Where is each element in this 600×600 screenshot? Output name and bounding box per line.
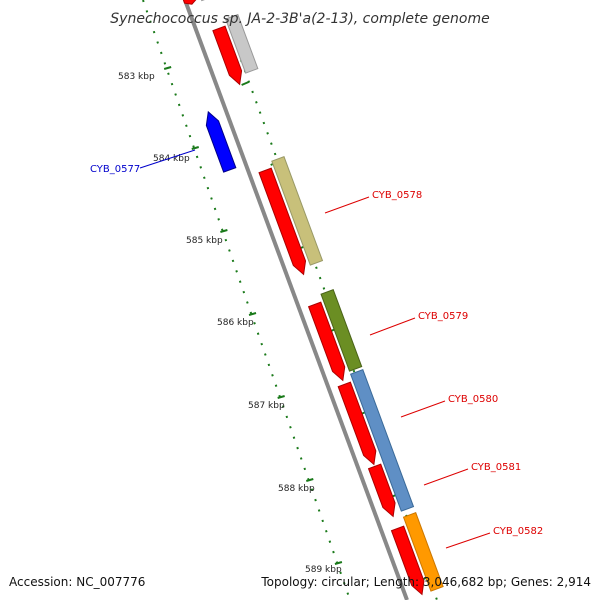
- gene-label-cyb_0579[interactable]: CYB_0579: [418, 311, 468, 322]
- gene-bar-olive[interactable]: [320, 288, 363, 372]
- map-title: Synechococcus sp. JA-2-3B'a(2-13), compl…: [110, 11, 489, 27]
- gene-bar-khaki[interactable]: [271, 155, 324, 266]
- major-tick-left: [334, 561, 343, 565]
- tick-label: 589 kbp: [305, 565, 342, 575]
- feature-layer: [182, 0, 444, 596]
- tick-label: 583 kbp: [118, 72, 155, 82]
- gene-label-cyb_0582[interactable]: CYB_0582: [493, 526, 543, 537]
- gene-leader-line: [400, 400, 446, 418]
- gene-leader-line: [423, 468, 469, 486]
- gene-arrow-red[interactable]: [390, 525, 425, 596]
- tick-label: 588 kbp: [278, 484, 315, 494]
- gene-arrow-red[interactable]: [258, 167, 307, 276]
- gene-bar-steelblue[interactable]: [349, 368, 415, 512]
- major-tick-left: [191, 146, 200, 150]
- gene-leader-line: [369, 317, 416, 336]
- gene-label-cyb_0578[interactable]: CYB_0578: [372, 190, 422, 201]
- major-tick-left: [306, 478, 314, 482]
- accession-text: Accession: NC_007776: [9, 575, 145, 589]
- major-tick-left: [163, 66, 172, 70]
- major-tick-left: [220, 229, 228, 233]
- major-tick-left: [248, 312, 257, 316]
- genome-summary-text: Topology: circular; Length: 3,046,682 bp…: [260, 575, 591, 589]
- tick-label: 586 kbp: [217, 318, 254, 328]
- gene-bar-orange[interactable]: [402, 511, 444, 592]
- gene-arrow-red[interactable]: [212, 25, 243, 86]
- gene-leader-line: [445, 532, 491, 549]
- gene-leader-line: [324, 196, 370, 214]
- tick-label: 587 kbp: [248, 401, 285, 411]
- gene-arrow-blue[interactable]: [205, 110, 237, 173]
- backbone-line: [183, 0, 409, 600]
- tick-label: 585 kbp: [186, 236, 223, 246]
- label-layer: CYB_0577 CYB_0578 CYB_0579 CYB_0580 CYB_0581…: [90, 149, 543, 549]
- gene-label-cyb_0577[interactable]: CYB_0577: [90, 164, 140, 175]
- tick-row-dotted: [142, 0, 351, 600]
- gene-bar-gray[interactable]: [198, 0, 214, 2]
- gene-arrow-red[interactable]: [337, 381, 377, 466]
- gene-leader-line: [139, 149, 196, 169]
- gene-bar-gray[interactable]: [225, 13, 259, 74]
- gene-arrow-red[interactable]: [182, 0, 197, 5]
- gene-label-cyb_0581[interactable]: CYB_0581: [471, 462, 521, 473]
- major-tick-left: [277, 395, 285, 399]
- gene-label-cyb_0580[interactable]: CYB_0580: [448, 394, 498, 405]
- tick-label: 584 kbp: [153, 154, 190, 164]
- gene-arrow-red[interactable]: [367, 463, 396, 518]
- major-tick-right: [241, 81, 250, 86]
- gene-arrow-red[interactable]: [307, 301, 346, 382]
